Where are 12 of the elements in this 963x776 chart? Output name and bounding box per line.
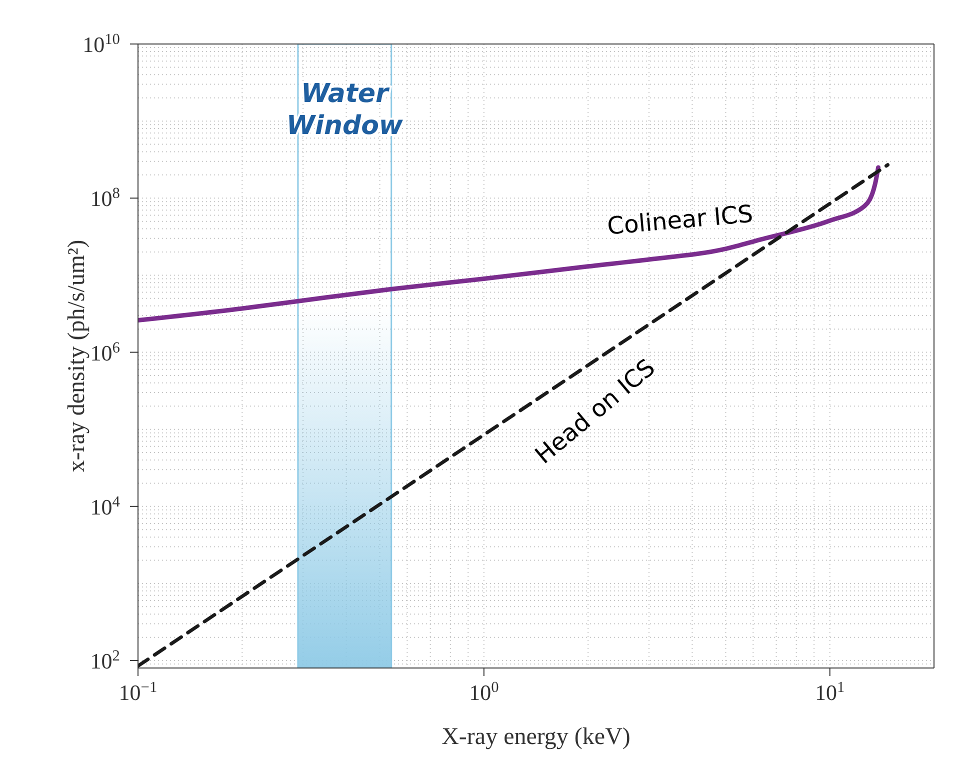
band-label: Water Window (286, 79, 404, 141)
x-tick-label: 10$^{0}$ (469, 678, 500, 705)
y-tick-label: 10$^{6}$ (90, 338, 120, 366)
y-tick-label: 10$^{4}$ (90, 492, 120, 520)
x-tick-label: 10$^{1}$ (815, 678, 845, 705)
x-axis-title: X-ray energy (keV) (442, 724, 630, 750)
y-axis-title: x-ray density (ph/s/um²) (64, 240, 90, 472)
series-label: Colinear ICS (606, 200, 754, 240)
y-tick-label: 10$^{8}$ (90, 184, 120, 212)
y-tick-label: 10$^{10}$ (82, 30, 120, 57)
x-tick-label: 10$^{−1}$ (118, 678, 158, 705)
y-tick-label: 10$^{2}$ (90, 647, 120, 674)
